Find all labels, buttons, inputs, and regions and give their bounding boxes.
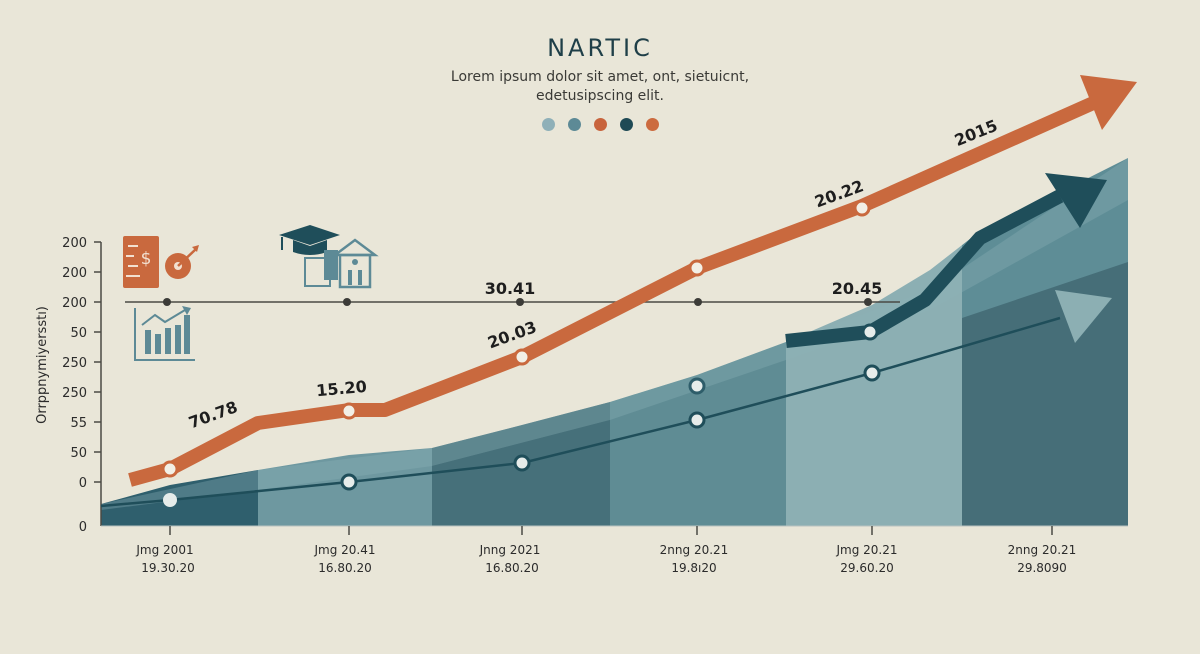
y-tick-label: 250	[62, 386, 87, 401]
y-tick-label: 200	[62, 266, 87, 281]
reference-label: 30.41	[485, 279, 536, 298]
x-tick-label-line2: 19.8ı20	[671, 561, 716, 575]
lower-teal-line	[100, 290, 1112, 508]
reference-line: 30.41 20.45	[125, 279, 900, 306]
area-bands	[101, 158, 1128, 526]
x-tick-label-line2: 16.80.20	[318, 561, 371, 575]
y-tick-label: 0	[79, 520, 87, 535]
x-tick-label-line2: 29.60.20	[840, 561, 893, 575]
subtitle-line-2: edetusipscing elit.	[536, 88, 664, 104]
chart-subtitle: Lorem ipsum dolor sit amet, ont, sietuic…	[0, 68, 1200, 106]
x-tick-label-line1: Jmg 20.21	[835, 543, 897, 557]
x-tick-label-line2: 19.30.20	[141, 561, 194, 575]
y-tick-label: 250	[62, 356, 87, 371]
y-tick-label: 0	[79, 476, 87, 491]
x-tick-label-line1: 2nng 20.21	[660, 543, 729, 557]
x-axis: Jmg 2001 19.30.20 Jmg 20.41 16.80.20 Jnn…	[101, 525, 1128, 575]
legend-dot-dark-teal	[619, 118, 633, 131]
x-tick-label-line2: 29.8090	[1017, 561, 1067, 575]
dark-teal-arrow	[785, 173, 1107, 348]
y-tick-label: 200	[62, 296, 87, 311]
graduation-cap-icon	[279, 225, 340, 255]
reference-label: 20.45	[832, 279, 883, 298]
legend-dot-orange	[593, 118, 607, 131]
y-tick-label: 55	[70, 416, 87, 431]
y-tick-label: 50	[70, 326, 87, 341]
x-tick-label-line1: 2nng 20.21	[1008, 543, 1077, 557]
x-tick-label-line1: Jmg 20.41	[313, 543, 375, 557]
target-icon	[165, 245, 199, 279]
orange-data-label: 15.20	[315, 377, 367, 400]
bar-chart-growth-icon	[134, 306, 195, 361]
legend-dot-mid-teal	[567, 118, 581, 131]
subtitle-line-1: Lorem ipsum dolor sit amet, ont, sietuic…	[450, 69, 750, 85]
y-tick-label: 50	[70, 446, 87, 461]
y-tick-label: 200	[62, 236, 87, 251]
house-icon	[304, 238, 379, 289]
legend-dot-orange-2	[645, 118, 659, 131]
y-axis-label: Orrppnymiyersstı)	[35, 306, 50, 424]
x-tick-label-line1: Jnng 2021	[479, 543, 541, 557]
y-axis: 200 200 200 50 250 250 55 50 0 0 Orrppny…	[35, 236, 102, 535]
x-tick-label-line2: 16.80.20	[485, 561, 538, 575]
orange-data-label: 70.78	[186, 397, 240, 432]
x-tick-label-line1: Jmg 2001	[135, 543, 193, 557]
svg-text:$: $	[141, 249, 152, 269]
legend-dot-light-teal	[541, 118, 555, 131]
legend-dots	[0, 118, 1200, 131]
chart-title: NARTIC	[547, 34, 653, 62]
money-document-icon: $	[123, 236, 159, 288]
